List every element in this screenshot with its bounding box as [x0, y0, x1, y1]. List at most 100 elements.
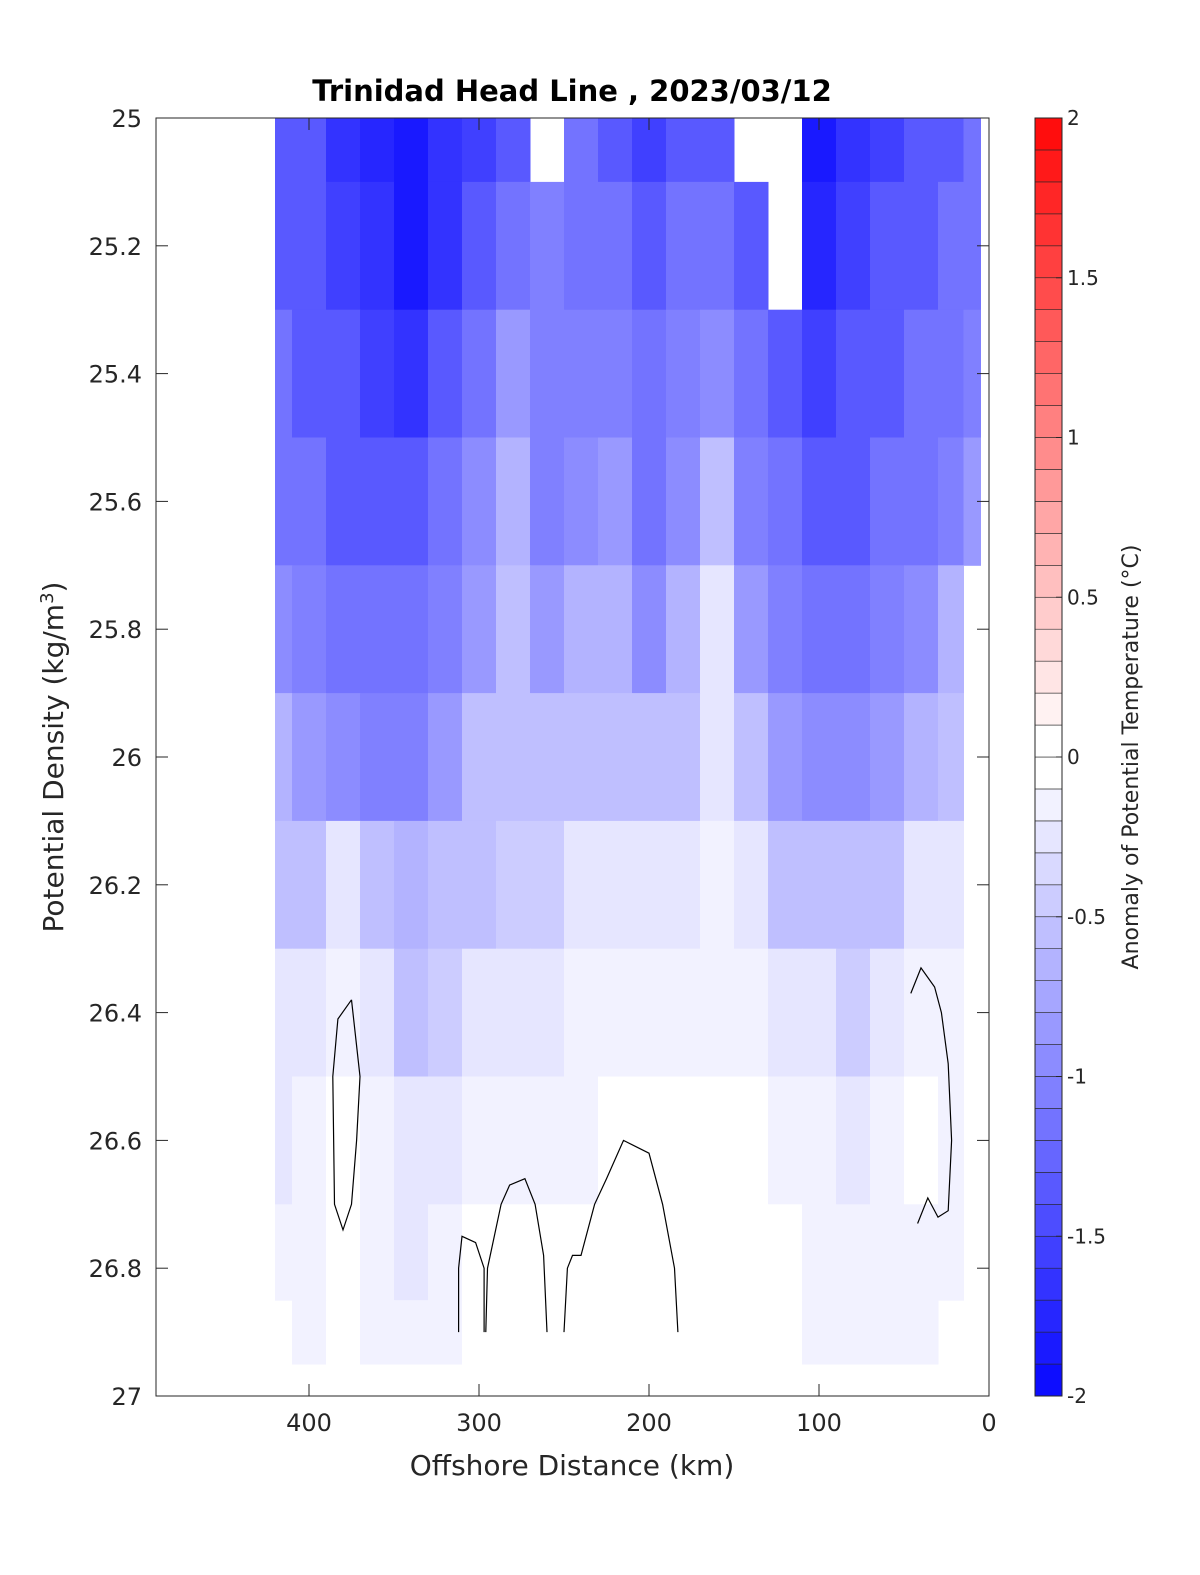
contour-cell: [564, 1300, 599, 1365]
colorbar-tick-label: -1.5: [1067, 1224, 1106, 1248]
contour-cell: [802, 948, 837, 1077]
contour-cell: [292, 948, 327, 1077]
contour-cell: [394, 437, 429, 566]
contour-cell: [938, 437, 964, 566]
y-tick-label: 25.8: [89, 616, 142, 644]
contour-cell: [666, 437, 701, 566]
contour-cell: [802, 309, 837, 438]
contour-cell: [530, 1076, 565, 1205]
y-tick-label: 27: [111, 1383, 142, 1411]
colorbar-swatch: [1034, 948, 1063, 981]
contour-cell: [802, 693, 837, 822]
contour-cell: [836, 948, 871, 1077]
colorbar-swatch: [1034, 1363, 1063, 1397]
contour-cell: [428, 820, 463, 950]
contour-cell: [598, 565, 633, 694]
colorbar-swatch: [1034, 117, 1063, 151]
colorbar-swatch: [1034, 852, 1063, 886]
contour-cell: [938, 565, 964, 694]
contour-cell: [496, 309, 531, 438]
contour-cell: [632, 1076, 667, 1205]
contour-cell: [836, 1300, 871, 1365]
colorbar-swatch: [1034, 980, 1063, 1013]
contour-cell: [836, 1204, 871, 1301]
contour-cell: [768, 1076, 803, 1205]
contour-cell: [666, 1300, 701, 1365]
contour-cell: [496, 1204, 531, 1301]
colorbar-tick-label: 0.5: [1067, 585, 1099, 609]
contour-cell: [530, 1300, 565, 1365]
contour-cell: [326, 565, 361, 694]
contour-cell: [292, 820, 327, 950]
contour-cell: [326, 1300, 361, 1365]
contour-cell: [938, 309, 964, 438]
contour-cell: [428, 1300, 463, 1365]
y-axis-label-superscript: 3: [37, 592, 58, 603]
contour-cell: [326, 948, 361, 1077]
colorbar-swatch: [1034, 533, 1063, 566]
contour-cell: [292, 1076, 327, 1205]
contour-cell: [598, 1300, 633, 1365]
x-tick-label: 300: [456, 1409, 502, 1437]
contour-cell: [326, 693, 361, 822]
contour-cell: [700, 948, 735, 1077]
y-tick-label: 25.4: [89, 361, 142, 389]
colorbar-tick-label: -0.5: [1067, 905, 1106, 929]
contour-cell: [275, 437, 293, 566]
colorbar-tick-label: -1: [1067, 1065, 1087, 1089]
colorbar-swatch: [1034, 884, 1063, 918]
colorbar-tick-label: 1.5: [1067, 266, 1099, 290]
contour-cell: [836, 437, 871, 566]
contour-cell: [768, 820, 803, 950]
contour-cell: [963, 118, 981, 183]
contour-cell: [870, 1204, 905, 1301]
x-axis-label: Offshore Distance (km): [410, 1449, 735, 1482]
contour-cell: [768, 1300, 803, 1365]
colorbar-swatch: [1034, 277, 1063, 311]
contour-cell: [564, 820, 599, 950]
contour-cell: [666, 693, 701, 822]
contour-cell: [394, 118, 429, 183]
colorbar-tick-label: -2: [1067, 1384, 1087, 1408]
colorbar-swatch: [1034, 788, 1063, 822]
contour-cell: [904, 693, 939, 822]
contour-cell: [564, 437, 599, 566]
x-tick-label: 0: [981, 1409, 996, 1437]
contour-cell: [734, 1076, 769, 1205]
contour-cell: [700, 181, 735, 311]
y-axis: 25 25.2 25.4 25.6 25.8 26 26.2 26.4 26.6 26.8 27: [89, 105, 989, 1411]
contour-cell: [275, 693, 293, 822]
colorbar-swatch: [1034, 501, 1063, 534]
contour-cell: [275, 948, 293, 1077]
contour-cell: [802, 1300, 837, 1365]
contour-cell: [904, 565, 939, 694]
y-tick-label: 26.4: [89, 1000, 142, 1028]
contour-cell: [904, 181, 939, 311]
x-tick-label: 200: [626, 1409, 672, 1437]
contour-cell: [700, 118, 735, 183]
contour-cell: [836, 820, 871, 950]
colorbar: 2 1.5 1 0.5 0 -0.5 -1 -1.5 -2 Anomaly of Potenti…: [1034, 106, 1144, 1408]
colorbar-swatch: [1034, 724, 1063, 758]
contour-cell: [530, 437, 565, 566]
plot-area: 400 300 200 100 0 25 25.2 25.4 25.6 25.8 26 26.2 26…: [89, 105, 997, 1437]
contour-cell: [666, 1076, 701, 1205]
contour-cell: [632, 1204, 667, 1301]
contour-cell: [360, 693, 395, 822]
contour-cell: [496, 693, 531, 822]
contour-cell: [394, 565, 429, 694]
contour-cell: [836, 118, 871, 183]
contour-cell: [904, 1204, 939, 1301]
chart-title: Trinidad Head Line , 2023/03/12: [312, 74, 832, 108]
contour-cell: [904, 118, 939, 183]
colorbar-swatch: [1034, 149, 1063, 183]
contour-cell: [632, 181, 667, 311]
colorbar-swatch: [1034, 1204, 1063, 1237]
contour-cell: [768, 565, 803, 694]
contour-cell: [938, 118, 964, 183]
contour-cell: [428, 948, 463, 1077]
contour-cell: [394, 1076, 429, 1205]
contour-cell: [462, 565, 497, 694]
contour-cell: [564, 948, 599, 1077]
contour-cell: [768, 437, 803, 566]
